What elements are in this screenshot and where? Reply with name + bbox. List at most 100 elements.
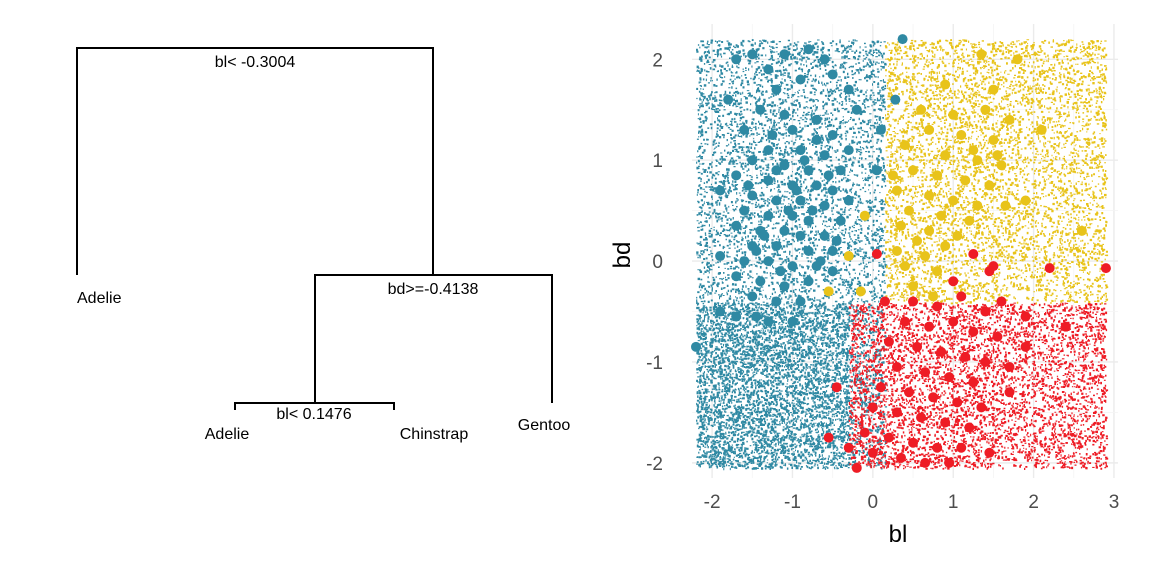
data-point: [771, 296, 782, 307]
data-point: [803, 246, 814, 256]
data-point: [759, 230, 770, 241]
data-point: [779, 49, 790, 60]
y-tick-label: 2: [652, 50, 663, 71]
series-gentoo: [823, 249, 1111, 473]
data-point: [807, 205, 818, 216]
data-point: [811, 180, 822, 191]
data-point: [751, 246, 762, 256]
data-point: [996, 296, 1007, 307]
data-point: [891, 246, 902, 256]
data-point: [815, 256, 826, 267]
data-point: [843, 195, 854, 206]
data-point: [924, 225, 935, 236]
y-tick-label: 1: [652, 151, 663, 172]
data-point: [843, 251, 854, 262]
data-point: [747, 291, 758, 302]
data-point: [787, 124, 798, 135]
data-point: [755, 104, 766, 115]
data-point: [743, 180, 754, 191]
x-tick-label: -1: [784, 492, 801, 513]
data-point: [960, 351, 971, 362]
data-point: [867, 447, 878, 458]
data-point: [940, 240, 951, 251]
data-point: [952, 230, 963, 241]
region-chinstrap: [884, 39, 1109, 305]
data-point: [1044, 263, 1055, 274]
x-tick-label: 0: [868, 492, 879, 513]
data-point: [964, 422, 975, 433]
data-point: [763, 175, 774, 186]
data-point: [992, 331, 1003, 342]
data-point: [948, 109, 959, 120]
data-point: [968, 326, 979, 337]
data-point: [715, 185, 726, 196]
data-point: [851, 462, 862, 473]
data-point: [895, 452, 906, 463]
data-point: [787, 261, 798, 272]
data-point: [956, 129, 967, 140]
data-point: [691, 341, 702, 352]
data-point: [924, 321, 935, 332]
data-point: [843, 84, 854, 95]
data-point: [799, 155, 810, 166]
y-tick-label: -2: [646, 454, 663, 475]
leaf-label: Chinstrap: [400, 426, 469, 443]
data-point: [747, 155, 758, 166]
split-label-lower: bl< 0.1476: [276, 406, 351, 423]
data-point: [980, 306, 991, 317]
data-point: [763, 145, 774, 156]
data-point: [827, 69, 838, 80]
x-tick-label: 2: [1028, 492, 1039, 513]
data-point: [835, 165, 846, 176]
data-point: [831, 382, 842, 393]
data-point: [787, 316, 798, 327]
data-point: [968, 145, 979, 156]
data-point: [795, 74, 806, 85]
data-point: [940, 79, 951, 90]
data-point: [976, 49, 987, 60]
data-point: [956, 291, 967, 302]
data-point: [795, 145, 806, 156]
leaf-label: Adelie: [77, 290, 122, 307]
x-tick-label: 1: [948, 492, 959, 513]
data-point: [1000, 200, 1011, 211]
data-point: [723, 94, 734, 105]
tree-right-branch: [314, 274, 553, 403]
data-point: [904, 387, 915, 398]
data-point: [900, 261, 910, 272]
axis-ticks: -2 -1 0 1 2 3 -2 -1 0 1 2: [646, 50, 1119, 513]
data-point: [835, 215, 846, 226]
data-point: [920, 251, 931, 262]
data-point: [912, 235, 923, 246]
data-point: [795, 195, 806, 206]
data-point: [883, 336, 894, 347]
data-point: [871, 249, 882, 260]
data-point: [887, 170, 898, 181]
data-point: [984, 266, 995, 277]
data-point: [823, 432, 834, 443]
data-point: [980, 356, 991, 367]
data-point: [916, 104, 927, 115]
data-point: [920, 367, 931, 378]
data-point: [1004, 387, 1015, 398]
region-speckle: [848, 302, 1109, 471]
data-point: [779, 109, 790, 120]
data-point: [827, 246, 838, 256]
data-point: [855, 286, 866, 297]
data-point: [980, 104, 991, 115]
data-point: [803, 276, 814, 287]
data-point: [944, 372, 955, 383]
x-axis-title: bl: [889, 521, 908, 548]
data-points: [691, 34, 1111, 473]
data-point: [984, 447, 995, 458]
leaf-label: Gentoo: [518, 417, 571, 434]
data-point: [891, 362, 902, 373]
data-point: [900, 316, 910, 327]
y-axis-title: bd: [609, 242, 636, 269]
data-point: [823, 170, 834, 181]
data-point: [827, 185, 838, 196]
data-point: [948, 276, 959, 287]
data-point: [827, 266, 838, 277]
